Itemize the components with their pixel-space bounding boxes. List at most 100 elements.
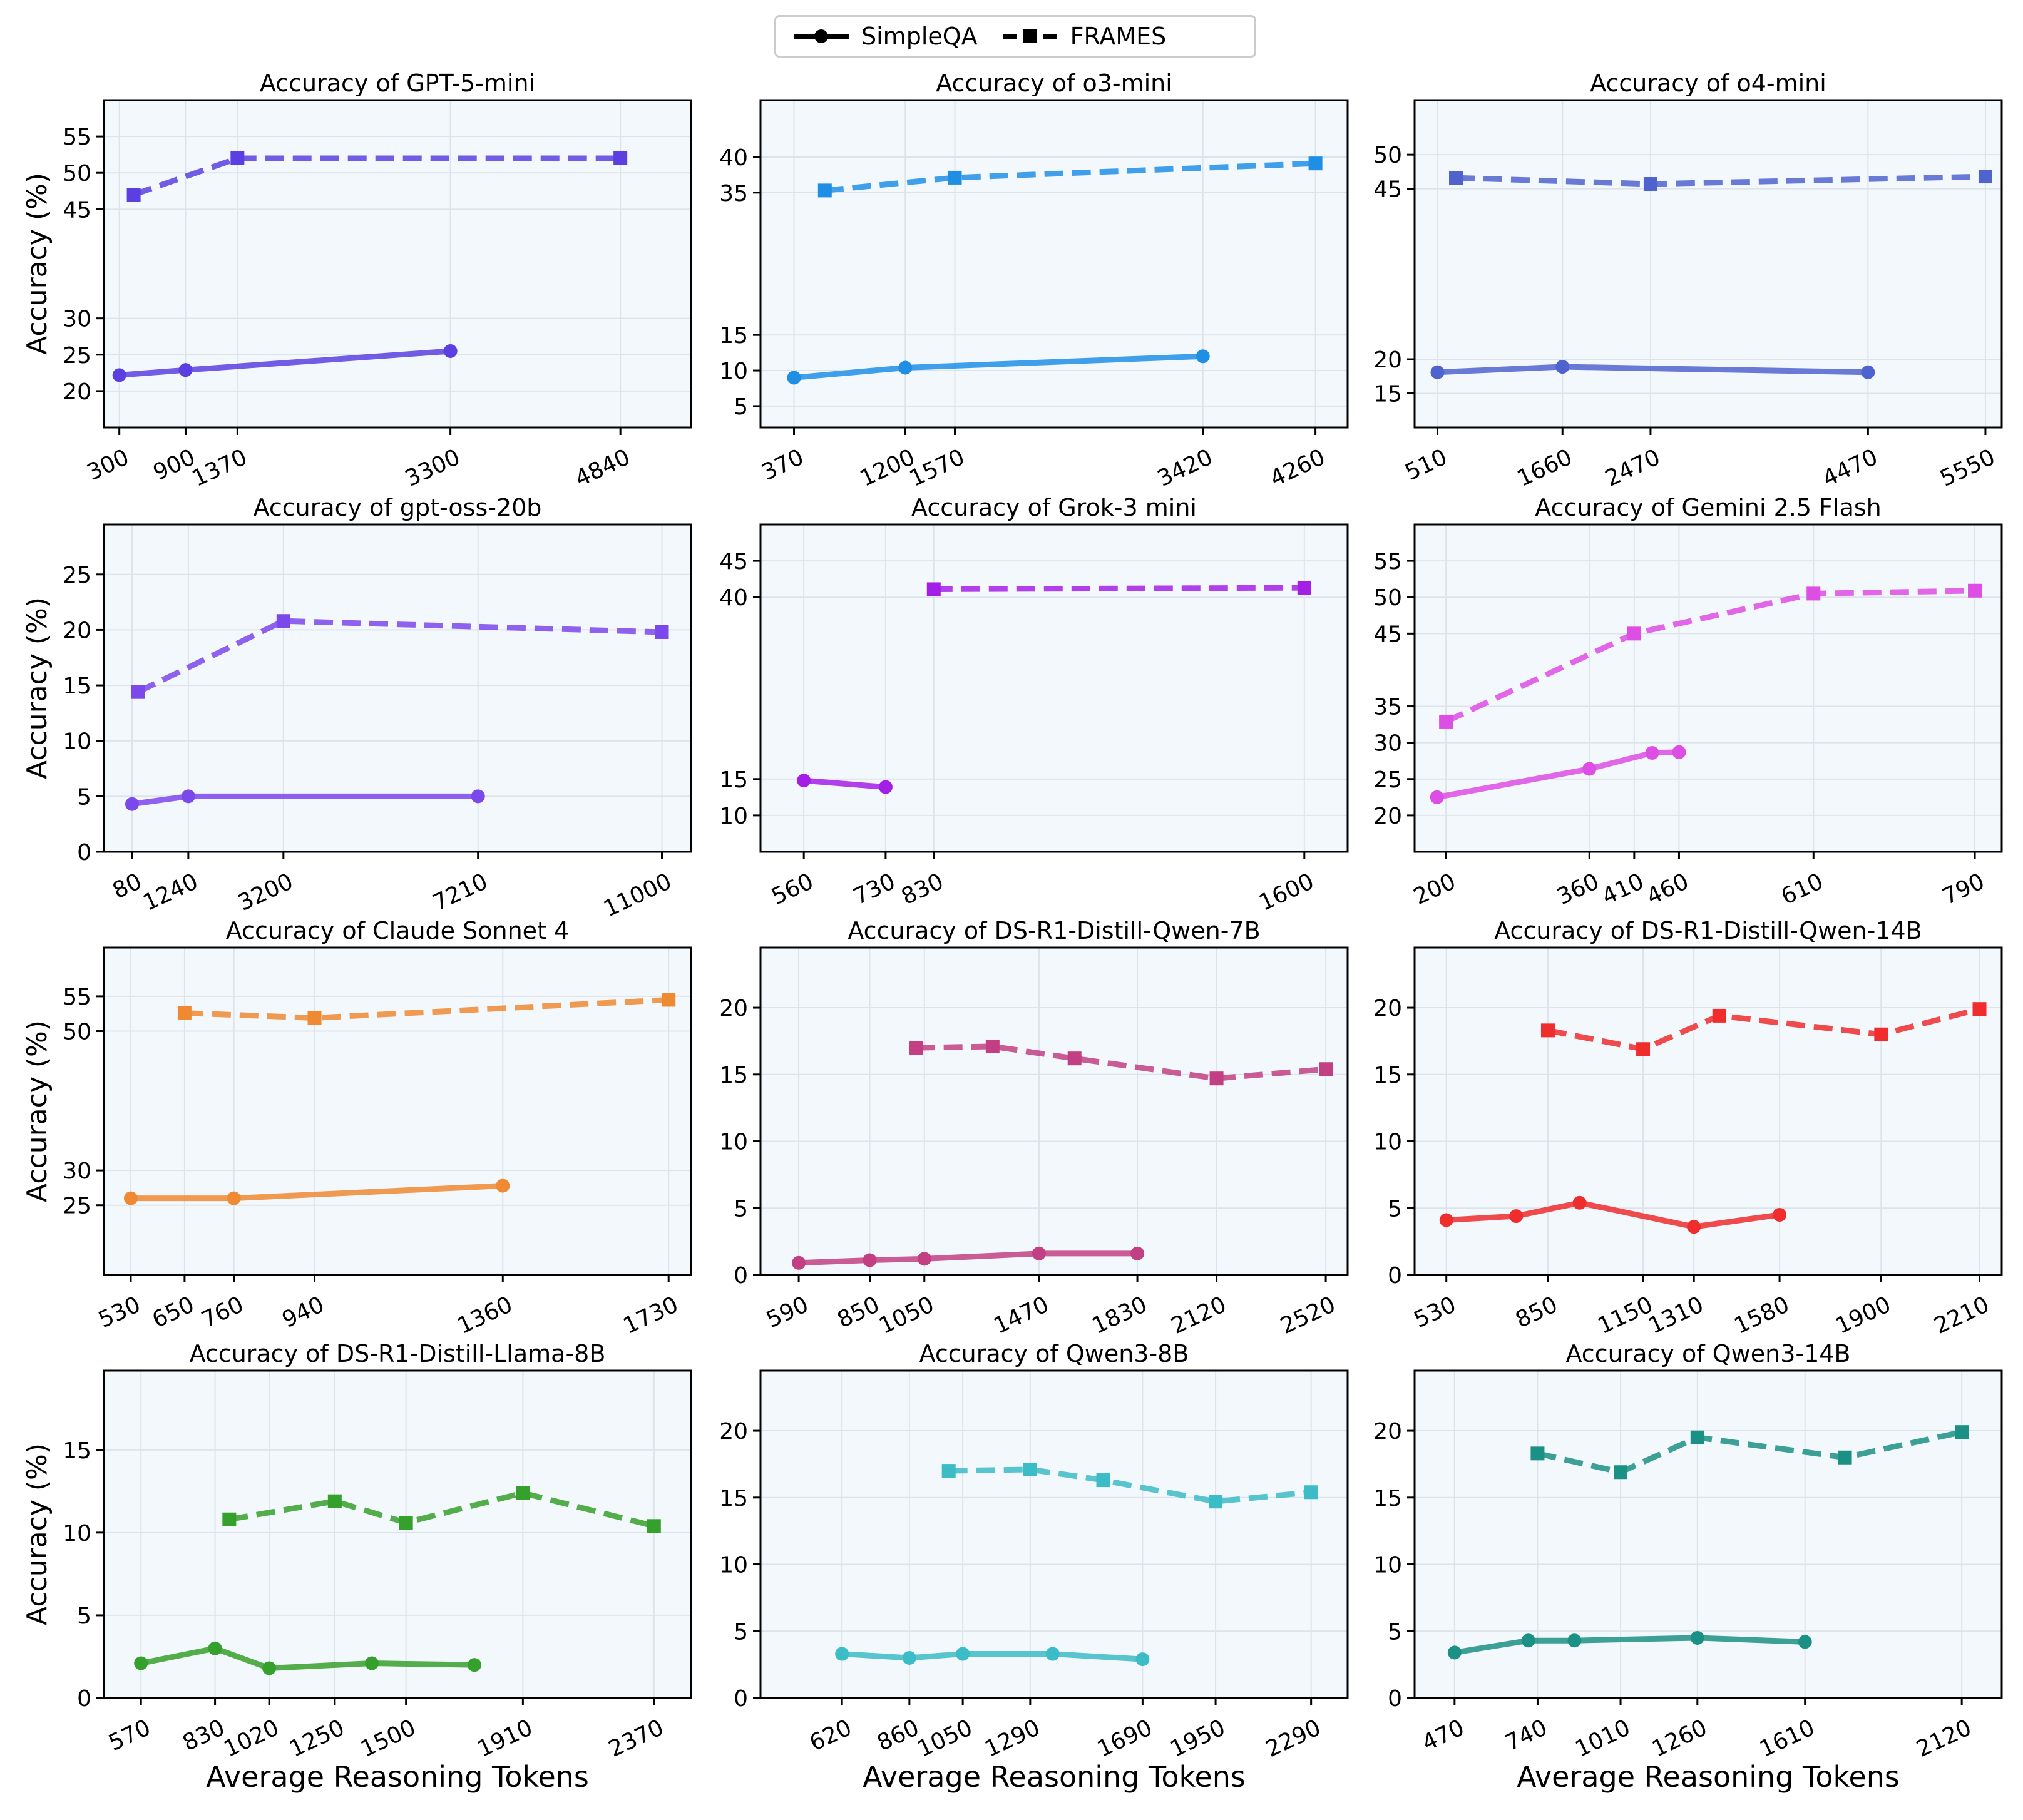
y-axis-label: Accuracy (%) <box>21 597 53 779</box>
y-tick-label: 20 <box>1373 996 1402 1021</box>
x-tick-label: 1570 <box>906 444 968 492</box>
x-tick-label: 510 <box>1401 444 1452 486</box>
y-tick-label: 20 <box>1373 347 1402 373</box>
x-tick-label: 900 <box>150 444 200 486</box>
frames-point <box>1209 1495 1223 1509</box>
plot-area <box>761 1371 1348 1698</box>
x-tick-label: 1900 <box>1832 1292 1895 1339</box>
subplot-title: Accuracy of Claude Sonnet 4 <box>226 917 569 944</box>
x-axis-label: Average Reasoning Tokens <box>863 1760 1246 1794</box>
x-tick-label: 790 <box>1938 869 1989 910</box>
frames-point <box>177 1006 192 1020</box>
y-tick-label: 30 <box>1373 731 1402 757</box>
x-tick-label: 2520 <box>1277 1292 1339 1339</box>
y-tick-label: 15 <box>63 1438 91 1464</box>
simpleqa-line <box>1434 749 1682 800</box>
frames-point <box>399 1516 413 1530</box>
simpleqa-point <box>863 1253 877 1267</box>
simpleqa-point <box>112 368 126 382</box>
simpleqa-point <box>1196 349 1210 364</box>
frames-point <box>222 1512 237 1526</box>
frames-point <box>1806 586 1821 601</box>
frames-point <box>1439 714 1453 729</box>
legend: SimpleQA FRAMES <box>774 15 1256 58</box>
frames-point <box>276 614 290 628</box>
x-tick-label: 300 <box>83 444 133 486</box>
x-tick-label: 4470 <box>1819 444 1882 492</box>
y-tick-label: 5 <box>77 784 91 810</box>
plot-frame <box>1413 946 2003 1276</box>
subplot-title: Accuracy of o4-mini <box>1590 69 1826 97</box>
x-tick-label: 1830 <box>1088 1292 1151 1339</box>
simpleqa-point <box>1690 1630 1704 1645</box>
plot-frame <box>103 946 692 1276</box>
simpleqa-point <box>787 371 801 385</box>
y-tick-label: 10 <box>63 729 91 755</box>
simpleqa-point <box>1439 1213 1453 1227</box>
x-tick-label: 1470 <box>990 1292 1052 1339</box>
x-tick-label: 5550 <box>1936 444 1999 492</box>
x-tick-label: 1500 <box>357 1715 419 1762</box>
frames-point <box>941 1464 956 1478</box>
simpleqa-point <box>1521 1633 1535 1648</box>
frames-point <box>1874 1027 1888 1041</box>
x-tick-label: 360 <box>1553 869 1603 910</box>
y-tick-label: 20 <box>719 1419 748 1444</box>
y-tick-label: 0 <box>77 1686 91 1712</box>
legend-item-frames: FRAMES <box>1000 23 1166 50</box>
y-tick-label: 5 <box>77 1603 91 1629</box>
simpleqa-point <box>496 1178 510 1193</box>
y-tick-label: 0 <box>1388 1263 1402 1289</box>
x-tick-label: 1690 <box>1093 1715 1156 1762</box>
frames-point <box>1023 1462 1037 1476</box>
simpleqa-point <box>365 1656 379 1670</box>
y-tick-label: 5 <box>734 394 748 420</box>
x-tick-label: 3200 <box>234 869 297 916</box>
y-tick-label: 10 <box>719 804 748 829</box>
frames-point <box>327 1494 342 1508</box>
y-tick-label: 5 <box>734 1196 748 1222</box>
x-tick-label: 610 <box>1777 869 1827 910</box>
plot-frame <box>759 1369 1349 1699</box>
frames-point <box>1540 1023 1555 1038</box>
simpleqa-line <box>801 777 889 790</box>
frames-point <box>1209 1071 1224 1086</box>
subplot-title: Accuracy of Gemini 2.5 Flash <box>1535 494 1882 521</box>
plot-frame <box>1413 99 2003 429</box>
y-tick-label: 10 <box>719 359 748 384</box>
simpleqa-point <box>178 363 193 377</box>
simpleqa-point <box>1555 360 1570 374</box>
x-tick-label: 740 <box>1502 1715 1552 1756</box>
plot-frame <box>1413 1369 2003 1699</box>
simpleqa-point <box>902 1650 916 1665</box>
y-tick-label: 25 <box>63 1194 91 1219</box>
simpleqa-point <box>878 780 893 794</box>
x-tick-label: 1580 <box>1731 1292 1793 1339</box>
simpleqa-point <box>1645 745 1659 760</box>
frames-point <box>1712 1008 1726 1023</box>
frames-point <box>307 1011 322 1025</box>
y-tick-label: 0 <box>77 840 91 866</box>
simpleqa-point <box>125 797 139 811</box>
subplot-7: 530 650 760 940 1360 1730 25 30 50 55 Accuracy of … <box>21 917 692 1339</box>
y-tick-label: 15 <box>719 1063 748 1088</box>
frames-point <box>1308 156 1323 171</box>
x-tick-label: 860 <box>873 1715 923 1756</box>
frames-line <box>916 1043 1326 1081</box>
x-tick-label: 4260 <box>1266 444 1329 492</box>
y-tick-label: 50 <box>63 1020 91 1045</box>
y-tick-label: 15 <box>719 323 748 349</box>
x-tick-label: 620 <box>806 1715 856 1756</box>
x-tick-label: 2470 <box>1601 444 1664 492</box>
x-tick-label: 1600 <box>1255 869 1318 916</box>
simpleqa-point <box>443 344 458 358</box>
frames-point <box>516 1486 530 1500</box>
simpleqa-point <box>1430 365 1445 379</box>
frames-point <box>1838 1450 1852 1465</box>
plot-frame <box>759 99 1349 429</box>
y-axis-label: Accuracy (%) <box>21 1443 53 1625</box>
x-tick-label: 940 <box>279 1292 329 1333</box>
